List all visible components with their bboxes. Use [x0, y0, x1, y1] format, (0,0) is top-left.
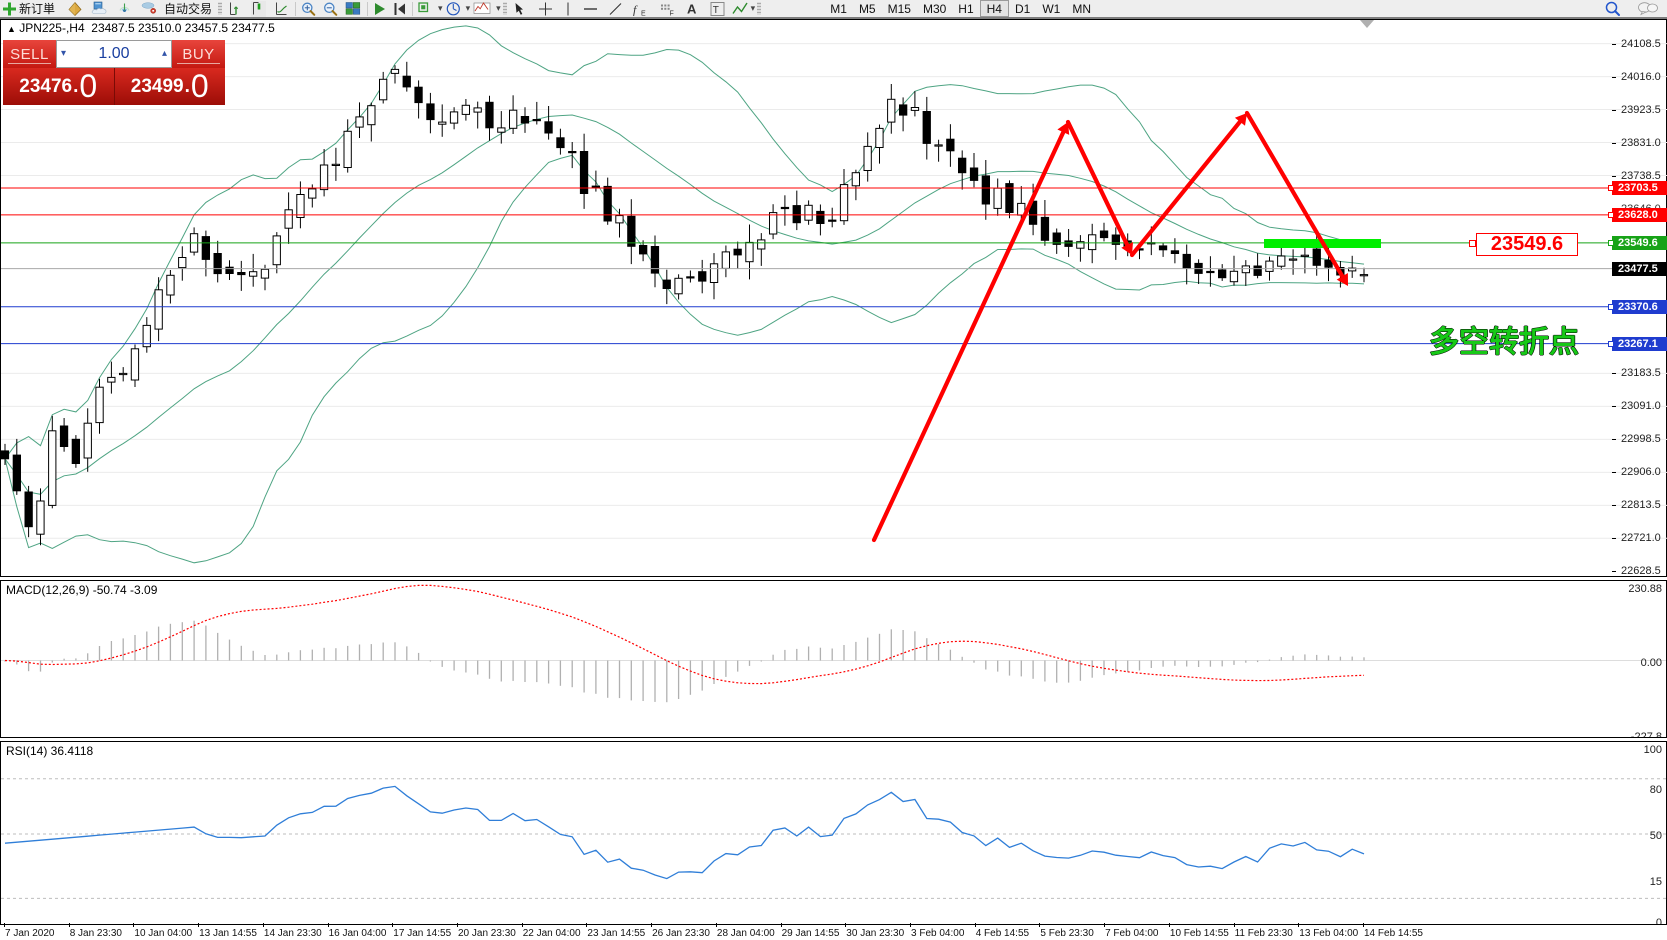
svg-text:F: F [669, 10, 673, 17]
svg-text:T: T [712, 5, 718, 16]
svg-text:f: f [633, 2, 638, 16]
svg-text:A: A [687, 1, 697, 16]
svg-text:E: E [641, 10, 646, 17]
